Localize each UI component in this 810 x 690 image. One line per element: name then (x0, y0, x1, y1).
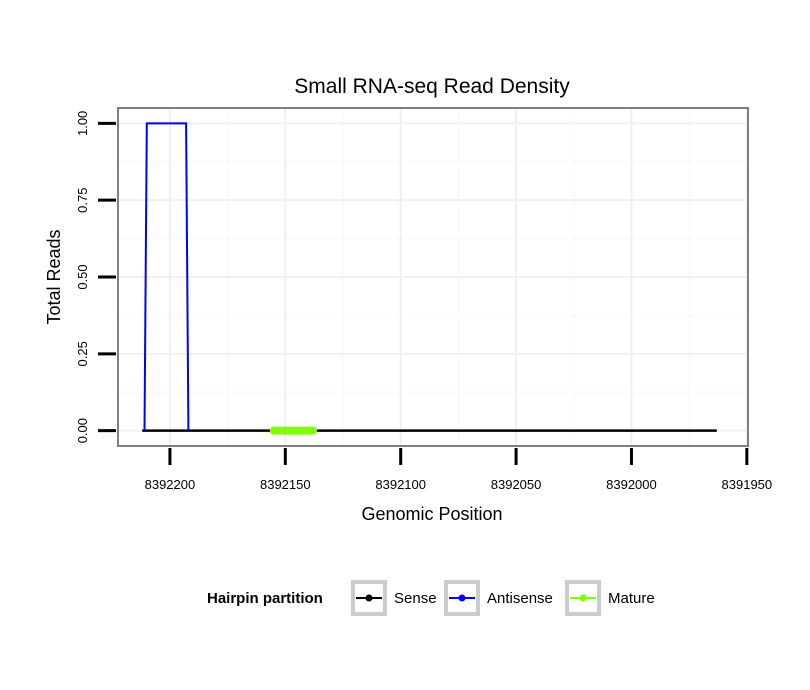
legend-key-point (365, 594, 373, 602)
legend-entry-mature: Mature (565, 580, 655, 616)
x-tick-label: 8392000 (606, 477, 657, 492)
y-tick-label: 0.50 (75, 264, 90, 289)
y-tick-label: 0.25 (75, 341, 90, 366)
series-layer (142, 122, 717, 435)
y-tick-label: 0.75 (75, 188, 90, 213)
plot-panel-border (117, 107, 749, 447)
x-axis-label: Genomic Position (361, 504, 502, 524)
legend-key-point (579, 594, 587, 602)
legend-title: Hairpin partition (207, 590, 323, 607)
legend-entry-sense: Sense (351, 580, 437, 616)
legend-label: Sense (394, 590, 437, 607)
x-tick-label: 8392050 (491, 477, 542, 492)
grid (118, 108, 748, 446)
y-tick-label: 1.00 (75, 111, 90, 136)
legend: Hairpin partition Sense Antisense Mature (207, 580, 655, 616)
x-tick-label: 8391950 (722, 477, 773, 492)
legend-label: Mature (608, 590, 655, 607)
x-axis: 8392200 8392150 8392100 8392050 8392000 83919… (145, 448, 773, 492)
y-tick-label: 0.00 (75, 418, 90, 443)
x-tick-label: 8392150 (260, 477, 311, 492)
series-antisense-line (143, 122, 190, 431)
y-axis: 0.00 0.25 0.50 0.75 1.00 (75, 111, 116, 443)
legend-entry-antisense: Antisense (444, 580, 553, 616)
legend-label: Antisense (487, 590, 553, 607)
x-tick-label: 8392200 (145, 477, 196, 492)
x-tick-label: 8392100 (375, 477, 426, 492)
chart-title: Small RNA-seq Read Density (294, 75, 570, 98)
legend-key-point (458, 594, 466, 602)
y-axis-label: Total Reads (44, 229, 64, 324)
